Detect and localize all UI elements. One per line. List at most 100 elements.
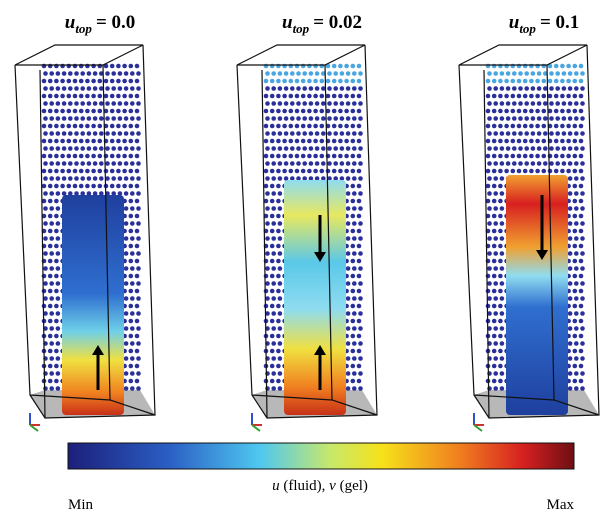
particle [288, 93, 294, 99]
particle [134, 348, 140, 354]
box [458, 44, 600, 419]
particle [356, 333, 362, 339]
particle [505, 131, 511, 136]
particle [136, 191, 141, 196]
particle [485, 63, 491, 69]
particle [130, 131, 135, 136]
particle [49, 341, 54, 346]
particle [566, 168, 571, 174]
particle [296, 146, 301, 151]
particle [290, 101, 295, 106]
particle [345, 131, 351, 136]
particle [560, 78, 565, 84]
particle [282, 93, 287, 99]
particle [128, 273, 134, 279]
subscript: top [519, 21, 536, 36]
particle [358, 356, 363, 361]
particle [302, 71, 308, 76]
particle [105, 71, 110, 76]
particle [99, 86, 104, 91]
particle [491, 183, 497, 189]
particle [491, 138, 497, 144]
particle [92, 176, 98, 181]
particle [117, 86, 123, 91]
panel-title: utop = 0.0 [65, 12, 136, 36]
particle [43, 386, 48, 391]
particle [288, 63, 294, 69]
particle [116, 168, 121, 174]
particle [296, 116, 301, 121]
particle [493, 326, 499, 331]
particle [574, 206, 579, 211]
particle [55, 356, 61, 361]
particle [41, 183, 47, 189]
particle [91, 138, 96, 144]
particle [41, 138, 47, 144]
particle [294, 63, 300, 69]
particle [43, 326, 48, 331]
particle [61, 176, 67, 181]
particle [41, 123, 47, 129]
particle [345, 386, 351, 391]
particle [54, 183, 59, 189]
particle [276, 318, 281, 324]
particle [567, 191, 573, 196]
particle [574, 101, 579, 106]
particle [54, 348, 59, 354]
particle [41, 63, 47, 69]
particle [356, 108, 362, 114]
particle [530, 131, 536, 136]
particle [345, 326, 351, 331]
particle [487, 176, 492, 181]
particle [60, 78, 65, 84]
particle [61, 191, 67, 196]
panel-title: utop = 0.1 [509, 12, 580, 36]
particle [68, 86, 73, 91]
particle [60, 153, 65, 159]
particle [313, 108, 318, 114]
particle [47, 213, 53, 219]
particle [282, 138, 287, 144]
particle [491, 243, 497, 249]
particle [524, 146, 529, 151]
particle [276, 168, 281, 174]
particle [574, 251, 579, 256]
particle [136, 296, 141, 301]
particle [358, 371, 363, 376]
particle [499, 266, 505, 271]
particle [277, 326, 283, 331]
particle [308, 131, 314, 136]
particle [271, 191, 277, 196]
particle [288, 153, 294, 159]
particle [105, 176, 110, 181]
particle [128, 288, 134, 294]
particle [339, 71, 345, 76]
particle [277, 206, 283, 211]
particle [578, 318, 584, 324]
particle [487, 221, 492, 226]
particle [524, 86, 529, 91]
particle [356, 63, 362, 69]
particle [319, 123, 325, 129]
particle [504, 78, 509, 84]
axis-z [29, 424, 39, 432]
particle [277, 176, 283, 181]
particle [80, 191, 85, 196]
particle [80, 116, 85, 121]
particle [580, 326, 585, 331]
particle [283, 71, 289, 76]
particle [510, 78, 516, 84]
particle [276, 273, 281, 279]
particle [567, 281, 573, 286]
particle [512, 71, 517, 76]
particle [136, 371, 141, 376]
particle [553, 63, 559, 69]
particle [49, 266, 54, 271]
particle [85, 108, 90, 114]
particle [134, 93, 140, 99]
particle [498, 243, 503, 249]
particle [487, 71, 492, 76]
particle [130, 191, 135, 196]
label-part: v [329, 478, 336, 494]
particle [277, 131, 283, 136]
